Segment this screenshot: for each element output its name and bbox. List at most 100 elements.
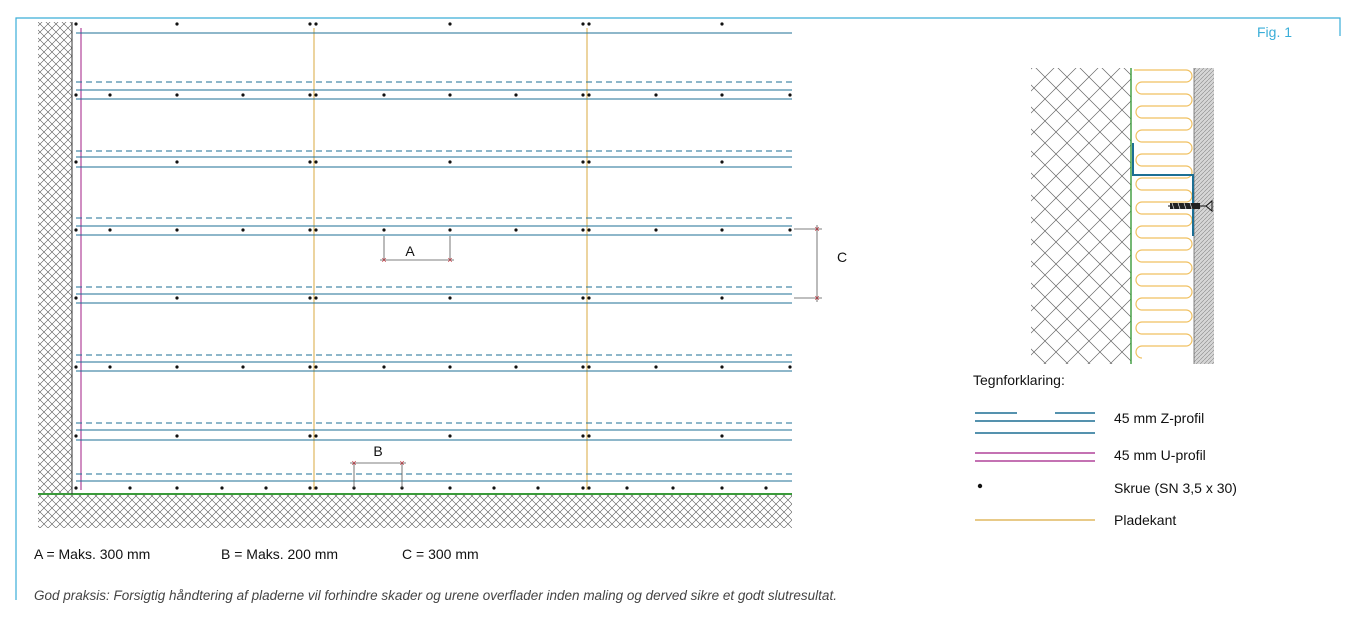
legend-item-board-edge: Pladekant [975, 512, 1176, 528]
screw-dot [241, 228, 245, 232]
screw-dot [788, 93, 792, 97]
screw-dot [448, 228, 452, 232]
floor-hatch [38, 494, 792, 528]
screw-dot [581, 296, 585, 300]
screw-dot [175, 22, 179, 26]
screw-dot [720, 22, 724, 26]
screw-dot [514, 365, 518, 369]
legend: Tegnforklaring: 45 mm Z-profil 45 mm U-p… [973, 372, 1237, 528]
screw-dot [108, 228, 112, 232]
screw-dot [448, 93, 452, 97]
screw-dot [536, 486, 540, 490]
screw-dot [74, 365, 78, 369]
screw-dot [314, 22, 318, 26]
screw-dot [671, 486, 675, 490]
screw-dot [175, 160, 179, 164]
screw-dot [587, 486, 591, 490]
screw-dot [314, 93, 318, 97]
screw-dot [175, 228, 179, 232]
screw-dot [74, 93, 78, 97]
screw-dot [514, 228, 518, 232]
screw-dot [314, 160, 318, 164]
screw-dot [654, 365, 658, 369]
screw-dot [108, 93, 112, 97]
screw-dot [654, 93, 658, 97]
screw-dot [74, 22, 78, 26]
insulation [1134, 69, 1193, 359]
screw-dot [448, 22, 452, 26]
screw-dot [448, 160, 452, 164]
screw-dot [448, 486, 452, 490]
screw-dot [264, 486, 268, 490]
legend-title: Tegnforklaring: [973, 372, 1065, 388]
screw-dot [581, 228, 585, 232]
dimension-b-spec: B = Maks. 200 mm [221, 546, 338, 562]
screw-dot [314, 228, 318, 232]
screw-dot [587, 160, 591, 164]
svg-text:×: × [381, 255, 386, 265]
screw-dot [314, 365, 318, 369]
legend-item-u-profile: 45 mm U-profil [975, 447, 1206, 463]
screw-dot [720, 486, 724, 490]
screw-dot [175, 93, 179, 97]
screw-dot [625, 486, 629, 490]
screw-dot [175, 365, 179, 369]
legend-item-z-profile: 45 mm Z-profil [975, 410, 1204, 434]
screw-dot [308, 486, 312, 490]
screw-dot [74, 160, 78, 164]
screw-dot [654, 228, 658, 232]
screw-dot [720, 434, 724, 438]
svg-text:×: × [399, 458, 404, 468]
svg-text:×: × [447, 255, 452, 265]
screw-dot [448, 296, 452, 300]
screw-dot [720, 228, 724, 232]
screw-dot [382, 365, 386, 369]
screw-dot [308, 296, 312, 300]
screw-dot [587, 228, 591, 232]
screw-dot [581, 434, 585, 438]
screw-dot [308, 228, 312, 232]
dimension-c-spec: C = 300 mm [402, 546, 479, 562]
screw-dot [308, 93, 312, 97]
screw-dot [314, 296, 318, 300]
svg-text:×: × [814, 293, 819, 303]
screw-dot [720, 160, 724, 164]
screw-dot [241, 93, 245, 97]
screw-dot [314, 434, 318, 438]
dimension-b: × × B [350, 443, 406, 488]
screw-dot [764, 486, 768, 490]
figure-label: Fig. 1 [1257, 24, 1292, 40]
screw-dot [74, 228, 78, 232]
svg-text:×: × [814, 224, 819, 234]
wall-elevation: × × A × × B × × C [38, 22, 847, 528]
screw-dot [581, 365, 585, 369]
screw-dot [448, 365, 452, 369]
screw-dot [382, 228, 386, 232]
wall-hatch [38, 22, 72, 494]
screw-dot [581, 160, 585, 164]
screw-dot-icon [977, 483, 983, 489]
screw-dot [788, 228, 792, 232]
screw-dot [220, 486, 224, 490]
figure-frame [15, 17, 1341, 600]
screw-dot [720, 365, 724, 369]
screw-dot [720, 296, 724, 300]
screw-dot [175, 486, 179, 490]
section-concrete [1194, 68, 1214, 364]
screw-dot [720, 93, 724, 97]
dimension-a-label: A [405, 243, 415, 259]
dimension-a: × × A [380, 236, 454, 265]
footer-note: God praksis: Forsigtig håndtering af pla… [34, 588, 837, 603]
screw-dot [448, 434, 452, 438]
screw-dot [587, 434, 591, 438]
screw-dot [514, 93, 518, 97]
screw-dot [587, 22, 591, 26]
dimension-a-spec: A = Maks. 300 mm [34, 546, 150, 562]
legend-label-board-edge: Pladekant [1114, 512, 1176, 528]
section-detail [1031, 68, 1214, 364]
screw-dot [74, 296, 78, 300]
screw-dot [587, 93, 591, 97]
screw-dot [74, 434, 78, 438]
screw-dot [241, 365, 245, 369]
